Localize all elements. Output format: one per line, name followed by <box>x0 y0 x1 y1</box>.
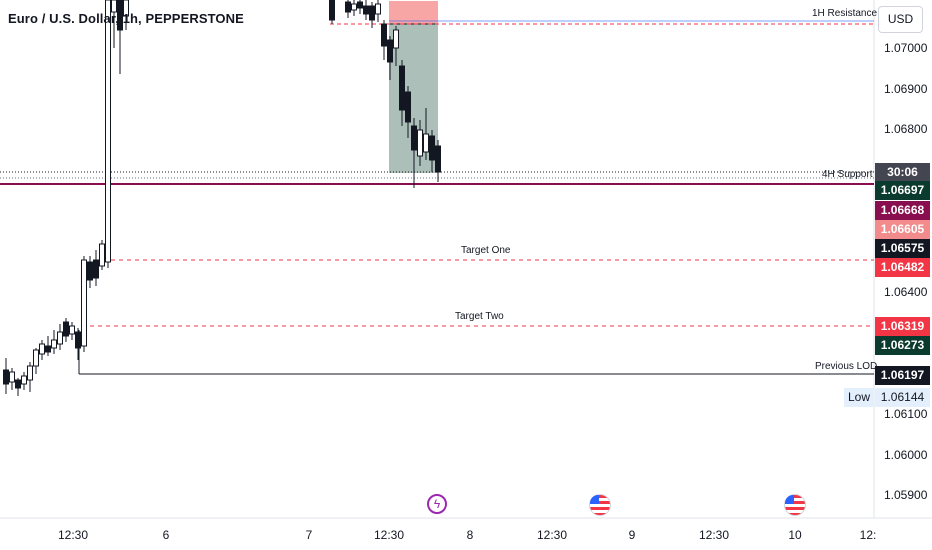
candle-body <box>21 375 27 385</box>
low-price-badge: 1.06144 <box>875 388 930 407</box>
time-tick: 10 <box>788 528 802 542</box>
candle-body <box>81 259 87 347</box>
stop-price-badge: 1.06605 <box>875 220 930 239</box>
price-tick: 1.06100 <box>884 407 928 421</box>
candle-body <box>381 23 387 47</box>
target-two-label: Target Two <box>455 311 504 322</box>
candle-body <box>51 339 57 349</box>
price-tick: 1.06800 <box>884 122 928 136</box>
time-tick: 12:30 <box>698 528 730 542</box>
time-tick: 9 <box>628 528 636 542</box>
candle-body <box>369 5 375 21</box>
candle-body <box>411 125 417 151</box>
candle-body <box>417 129 423 157</box>
candle-body <box>375 3 381 15</box>
candle-body <box>39 343 45 355</box>
time-tick: 8 <box>466 528 474 542</box>
previous-lod-label: Previous LOD <box>815 361 878 372</box>
time-tick: 12:30 <box>373 528 405 542</box>
candle-body <box>387 39 393 63</box>
candle-body <box>363 5 369 15</box>
candle-body <box>27 365 33 381</box>
price-tick: 1.07000 <box>884 41 928 55</box>
candle-body <box>399 65 405 111</box>
target-two-price-badge: 1.06319 <box>875 317 930 336</box>
candle-body <box>351 3 357 11</box>
low-label: Low <box>844 388 874 407</box>
candle-body <box>117 0 123 31</box>
us-flag-icon[interactable] <box>784 494 806 516</box>
candle-body <box>405 91 411 123</box>
support-price-badge: 1.06668 <box>875 201 930 220</box>
candle-body <box>329 0 335 21</box>
candle-body <box>429 135 435 161</box>
resistance-1h-label: 1H Resistance <box>812 8 878 19</box>
price-tick: 1.05900 <box>884 488 928 502</box>
candle-body <box>69 325 75 335</box>
candle-body <box>423 133 429 153</box>
candle-body <box>111 0 117 13</box>
candle-body <box>63 321 69 337</box>
currency-button[interactable]: USD <box>878 6 923 33</box>
candle-body <box>357 1 363 9</box>
bid-price-badge: 1.06273 <box>875 336 930 355</box>
us-flag-icon[interactable] <box>589 494 611 516</box>
price-tick: 1.06900 <box>884 82 928 96</box>
candle-body <box>123 0 129 17</box>
candle-body <box>15 379 21 389</box>
candlestick-series <box>3 0 441 396</box>
last-price-badge: 1.06697 <box>875 181 930 200</box>
target-one-price-badge: 1.06482 <box>875 258 930 277</box>
candle-body <box>57 331 63 345</box>
time-tick: 12:30 <box>536 528 568 542</box>
support-4h-label: 4H Support <box>822 169 873 180</box>
price-tick: 1.06000 <box>884 448 928 462</box>
candle-body <box>9 371 15 383</box>
price-tick: 1.06400 <box>884 285 928 299</box>
candle-body <box>75 331 81 349</box>
candle-body <box>435 145 441 173</box>
countdown-badge: 30:06 <box>875 163 930 182</box>
candle-body <box>393 29 399 49</box>
stop-loss-zone[interactable] <box>389 1 438 24</box>
candle-body <box>87 261 93 281</box>
previous-lod-price-badge: 1.06197 <box>875 366 930 385</box>
time-tick: 7 <box>305 528 313 542</box>
candle-body <box>93 259 99 279</box>
candle-body <box>105 0 111 263</box>
candle-body <box>45 345 51 353</box>
target-one-label: Target One <box>461 245 511 256</box>
time-tick: 12: <box>859 528 877 542</box>
entry-price-badge: 1.06575 <box>875 239 930 258</box>
candle-body <box>345 1 351 13</box>
chart-title: Euro / U.S. Dollar, 1h, PEPPERSTONE <box>8 11 244 26</box>
flash-icon[interactable]: ϟ <box>427 494 447 514</box>
candle-body <box>99 243 105 267</box>
time-tick: 6 <box>162 528 170 542</box>
time-tick: 12:30 <box>57 528 89 542</box>
candle-body <box>3 369 9 385</box>
candle-body <box>33 349 39 367</box>
